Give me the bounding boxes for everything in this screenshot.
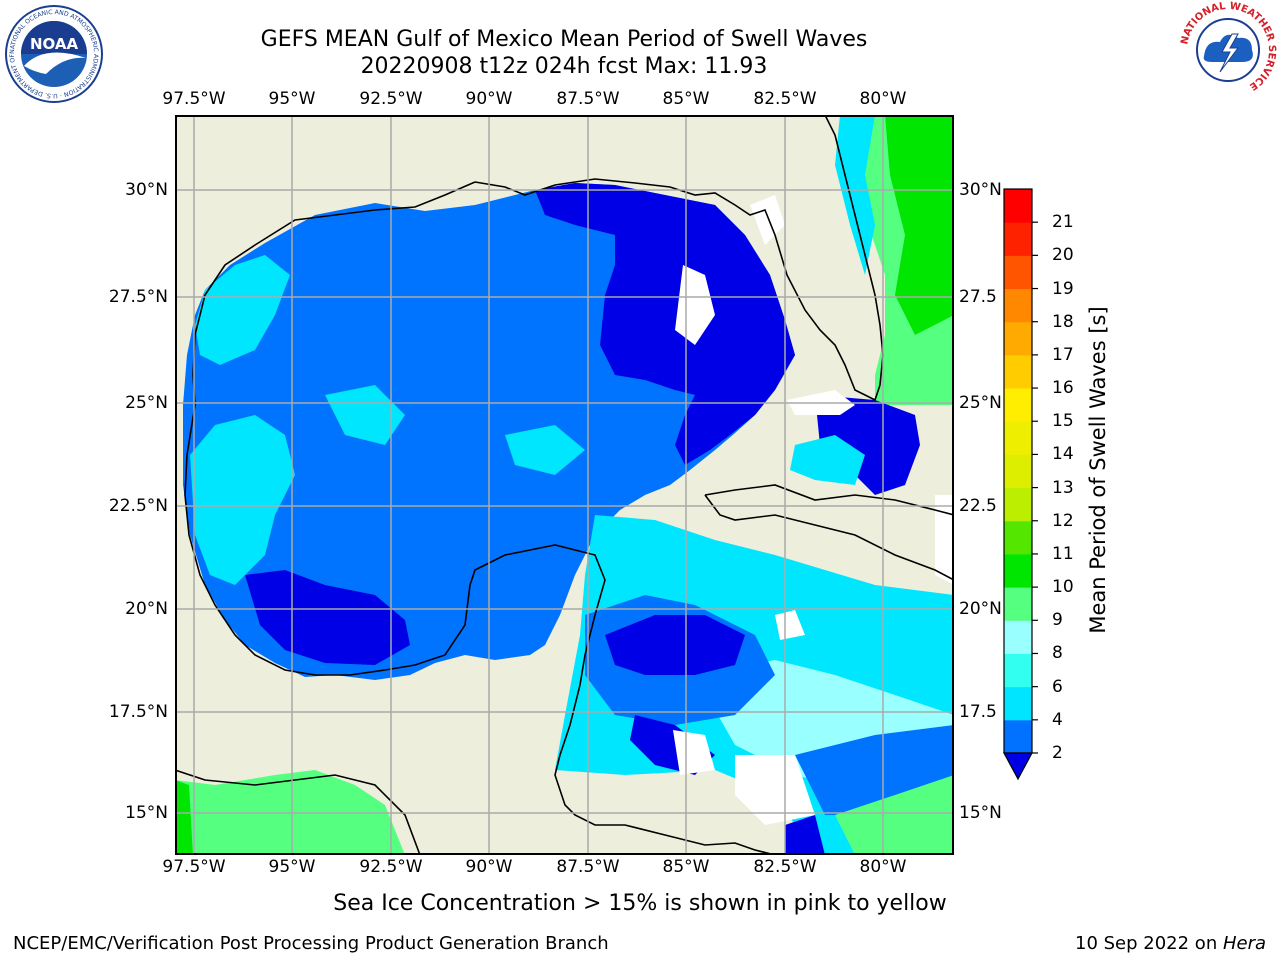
colorbar [1002,188,1038,781]
colorbar-tick-label: 18 [1052,311,1074,332]
colorbar-bin [1004,520,1032,555]
colorbar-bin [1004,454,1032,489]
colorbar-bin [1004,421,1032,455]
gridlines [175,115,954,855]
lat-label-right: 30°N [959,180,1002,200]
lon-label-bottom: 87.5°W [556,857,620,877]
ocean-fields [175,115,954,855]
colorbar-tick-label: 8 [1052,643,1063,664]
colorbar-title: Mean Period of Swell Waves [s] [1086,306,1110,634]
gulf-field-darkblue-sw [245,570,410,665]
lon-label-bottom: 95°W [268,857,316,877]
colorbar-bin [1004,620,1032,654]
lon-label-bottom: 92.5°W [359,857,423,877]
lat-label-left: 27.5°N [108,287,168,307]
lon-label-top: 82.5°W [753,89,817,109]
gulf-field-cyan-mid [505,425,585,475]
atlantic-field-darkgreen [885,115,954,335]
colorbar-tick-label: 13 [1052,477,1074,498]
colorbar-tick-label: 20 [1052,245,1074,266]
gulf-field-cyan-central [325,385,405,445]
colorbar-bin [1004,653,1032,688]
lon-label-top: 87.5°W [556,89,620,109]
colorbar-bin [1004,719,1032,754]
chart-title: GEFS MEAN Gulf of Mexico Mean Period of … [260,27,868,52]
lon-label-bottom: 97.5°W [162,857,226,877]
lon-label-top: 95°W [268,89,316,109]
colorbar-bin [1004,553,1032,588]
colorbar-bin [1004,354,1032,389]
colorbar-tick-label: 16 [1052,378,1074,399]
lat-label-left: 22.5°N [108,496,168,516]
colorbar-bin [1004,686,1032,721]
coastlines [175,115,954,855]
lat-label-right: 15°N [959,803,1002,823]
lat-label-right: 17.5 [959,702,997,722]
missing-data-white [673,195,954,825]
lon-label-top: 92.5°W [359,89,423,109]
colorbar-tick-label: 4 [1052,709,1063,730]
lat-label-right: 25°N [959,393,1002,413]
caribbean-field-darkblue-a [605,615,745,675]
swell-period-map [175,115,954,855]
noaa-logo-text: NOAA [30,35,79,53]
lat-label-left: 15°N [125,803,168,823]
atlantic-field-cyan-edge [835,115,875,275]
host-name: Hera [1222,933,1266,954]
lat-label-left: 30°N [125,180,168,200]
colorbar-bin [1004,587,1032,621]
lon-label-bottom: 90°W [465,857,513,877]
chart-subtitle: 20220908 t12z 024h fcst Max: 11.93 [360,54,768,79]
lon-label-bottom: 82.5°W [753,857,817,877]
gulf-field-cyan-sw [190,415,295,585]
colorbar-tick-label: 15 [1052,411,1074,432]
colorbar-tick-label: 14 [1052,444,1074,465]
colorbar-tick-label: 21 [1052,212,1074,233]
colorbar-tick-label: 12 [1052,510,1074,531]
date-text: 10 Sep 2022 on [1075,933,1223,954]
straits-field-darkblue [815,395,920,495]
colorbar-bin [1004,321,1032,356]
lat-label-left: 17.5°N [108,702,168,722]
colorbar-tick-label: 11 [1052,543,1074,564]
lon-label-top: 97.5°W [162,89,226,109]
pacific-field-darkgreen [175,780,193,855]
straits-field-cyan [790,435,865,485]
gulf-field-darkblue-east [535,183,795,465]
gulf-field-cyan-west [195,255,290,365]
colorbar-bin [1004,288,1032,323]
credit-text: NCEP/EMC/Verification Post Processing Pr… [13,933,609,954]
sea-ice-note: Sea Ice Concentration > 15% is shown in … [333,891,947,916]
lat-label-left: 25°N [125,393,168,413]
nws-logo: NATIONAL WEATHER SERVICE [1179,1,1277,97]
lon-label-bottom: 85°W [662,857,710,877]
map-frame [175,115,954,855]
colorbar-bin [1004,189,1032,223]
colorbar-bin [1004,487,1032,522]
lon-label-top: 90°W [465,89,513,109]
date-stamp: 10 Sep 2022 on Hera [1075,933,1266,954]
lon-label-top: 80°W [859,89,907,109]
lat-label-left: 20°N [125,599,168,619]
colorbar-bin [1004,388,1032,422]
colorbar-frame [1003,188,1033,754]
colorbar-tick-label: 17 [1052,344,1074,365]
colorbar-bin [1004,255,1032,290]
caribbean-field-darkblue-s [785,815,825,855]
lat-label-right: 22.5 [959,496,997,516]
colorbar-tick-label: 9 [1052,610,1063,631]
colorbar-tick-label: 2 [1052,743,1063,763]
colorbar-tick-label: 6 [1052,676,1063,697]
colorbar-tick-label: 10 [1052,577,1074,598]
noaa-logo: NATIONAL OCEANIC AND ATMOSPHERIC ADMINIS… [4,4,103,103]
colorbar-tick-label: 19 [1052,278,1074,299]
lon-label-top: 85°W [662,89,710,109]
colorbar-bin [1004,222,1032,256]
colorbar-extend-triangle [1002,752,1034,781]
lat-label-right: 27.5 [959,287,997,307]
lat-label-right: 20°N [959,599,1002,619]
caribbean-field-green-se [835,775,954,855]
lon-label-bottom: 80°W [859,857,907,877]
